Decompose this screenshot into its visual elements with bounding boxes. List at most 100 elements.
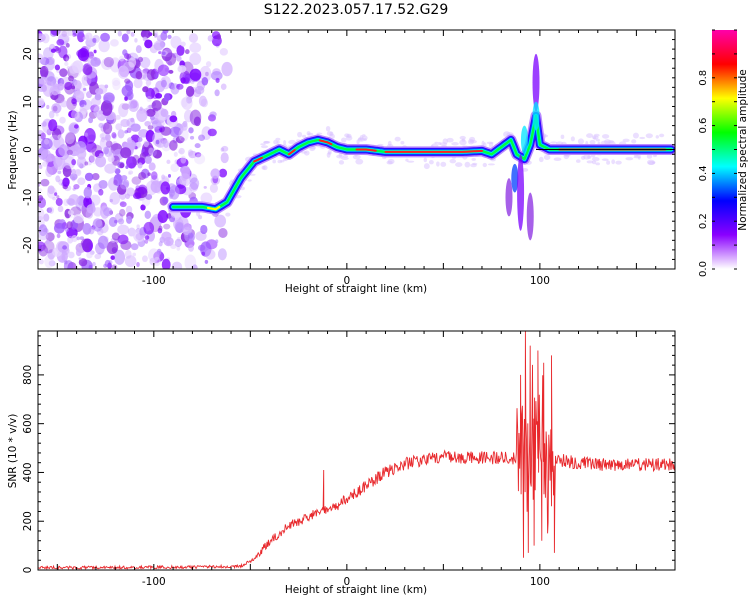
noise-blob	[115, 114, 121, 120]
noise-blob	[147, 125, 154, 130]
noise-blob	[90, 57, 101, 67]
spectral-speckle	[455, 162, 463, 167]
noise-blob	[48, 206, 55, 214]
noise-blob	[153, 40, 165, 51]
noise-blob	[160, 75, 171, 90]
noise-blob	[84, 161, 89, 166]
snr-series-line	[38, 331, 675, 570]
noise-blob	[106, 241, 119, 255]
y-tick-label: 20	[22, 47, 34, 60]
spectral-speckle	[302, 134, 307, 138]
noise-blob	[158, 225, 163, 231]
noise-blob	[68, 64, 79, 74]
noise-blob	[72, 32, 77, 38]
spectral-speckle	[277, 159, 283, 164]
noise-blob	[149, 257, 157, 266]
noise-blob	[126, 156, 137, 169]
noise-blob	[162, 196, 169, 205]
noise-blob	[85, 141, 97, 153]
noise-blob	[178, 150, 183, 154]
noise-blob	[210, 168, 221, 179]
noise-blob	[59, 116, 66, 124]
noise-blob	[127, 172, 132, 176]
noise-blob	[38, 130, 45, 141]
noise-blob	[42, 161, 48, 167]
noise-blob	[127, 137, 133, 144]
noise-blob	[62, 177, 70, 187]
noise-blob	[86, 252, 93, 259]
noise-blob	[146, 108, 156, 117]
noise-blob	[76, 236, 81, 241]
noise-blob	[93, 218, 103, 228]
spectral-speckle	[645, 133, 653, 139]
spectral-speckle	[647, 161, 656, 165]
spectral-speckle	[275, 137, 281, 141]
spectral-speckle	[282, 158, 287, 161]
noise-blob	[85, 209, 94, 219]
noise-blob	[208, 114, 216, 122]
noise-blob	[108, 177, 120, 191]
noise-blob	[148, 162, 156, 171]
noise-blob	[76, 148, 87, 160]
noise-blob	[88, 265, 93, 269]
noise-blob	[184, 49, 190, 55]
noise-blob	[189, 177, 200, 190]
noise-blob	[124, 78, 131, 84]
noise-blob	[124, 249, 132, 259]
noise-blob	[128, 57, 137, 68]
noise-blob	[54, 192, 58, 196]
noise-blob	[78, 257, 82, 261]
noise-blob	[215, 77, 220, 83]
noise-blob	[84, 32, 93, 41]
noise-blob	[38, 33, 46, 43]
noise-blob	[46, 207, 53, 213]
noise-blob	[76, 49, 87, 58]
noise-blob	[38, 244, 49, 257]
noise-blob	[120, 175, 128, 181]
noise-blob	[52, 196, 57, 201]
spectral-core	[287, 149, 296, 156]
noise-blob	[42, 80, 55, 97]
noise-blob	[128, 170, 134, 175]
spectral-speckle	[394, 136, 401, 142]
noise-blob	[84, 128, 96, 144]
noise-blob	[43, 213, 50, 222]
spectral-speckle	[260, 143, 266, 146]
noise-blob	[48, 260, 56, 267]
noise-blob	[63, 198, 70, 207]
noise-blob	[194, 143, 201, 149]
spectral-speckle	[592, 160, 597, 165]
noise-blob	[98, 122, 104, 128]
noise-blob	[157, 64, 170, 77]
spectral-speckle	[423, 157, 428, 163]
noise-blob	[188, 150, 197, 159]
colorbar-tick-label: 0.0	[698, 261, 709, 277]
spectral-speckle	[263, 140, 271, 144]
noise-blob	[67, 251, 75, 259]
noise-blob	[135, 45, 142, 54]
spectral-speckle	[355, 158, 364, 165]
y-tick-label: -10	[22, 189, 34, 206]
noise-blob	[40, 122, 45, 127]
noise-blob	[147, 172, 151, 176]
noise-blob	[174, 221, 184, 233]
noise-blob	[176, 157, 189, 168]
noise-blob	[134, 38, 138, 43]
noise-blob	[57, 83, 64, 91]
noise-blob	[189, 42, 202, 53]
noise-blob	[82, 222, 92, 235]
spectral-smear	[532, 101, 540, 131]
spectral-speckle	[300, 151, 308, 154]
noise-blob	[163, 93, 171, 102]
noise-blob	[144, 238, 149, 244]
noise-blob	[135, 183, 140, 189]
noise-blob	[62, 245, 67, 250]
noise-blob	[201, 251, 206, 256]
noise-blob	[93, 105, 103, 118]
noise-blob	[105, 133, 111, 142]
noise-blob	[79, 236, 85, 241]
spectral-speckle	[577, 138, 584, 145]
noise-blob	[38, 164, 43, 170]
noise-blob	[205, 71, 209, 77]
noise-blob	[215, 239, 219, 244]
